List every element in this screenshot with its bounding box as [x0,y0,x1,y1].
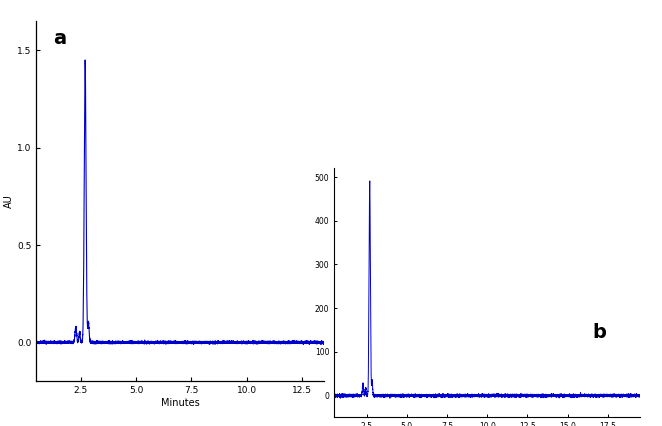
X-axis label: Minutes: Minutes [161,398,200,408]
Y-axis label: AU: AU [5,194,15,208]
Text: a: a [53,29,66,48]
Text: b: b [592,323,606,342]
